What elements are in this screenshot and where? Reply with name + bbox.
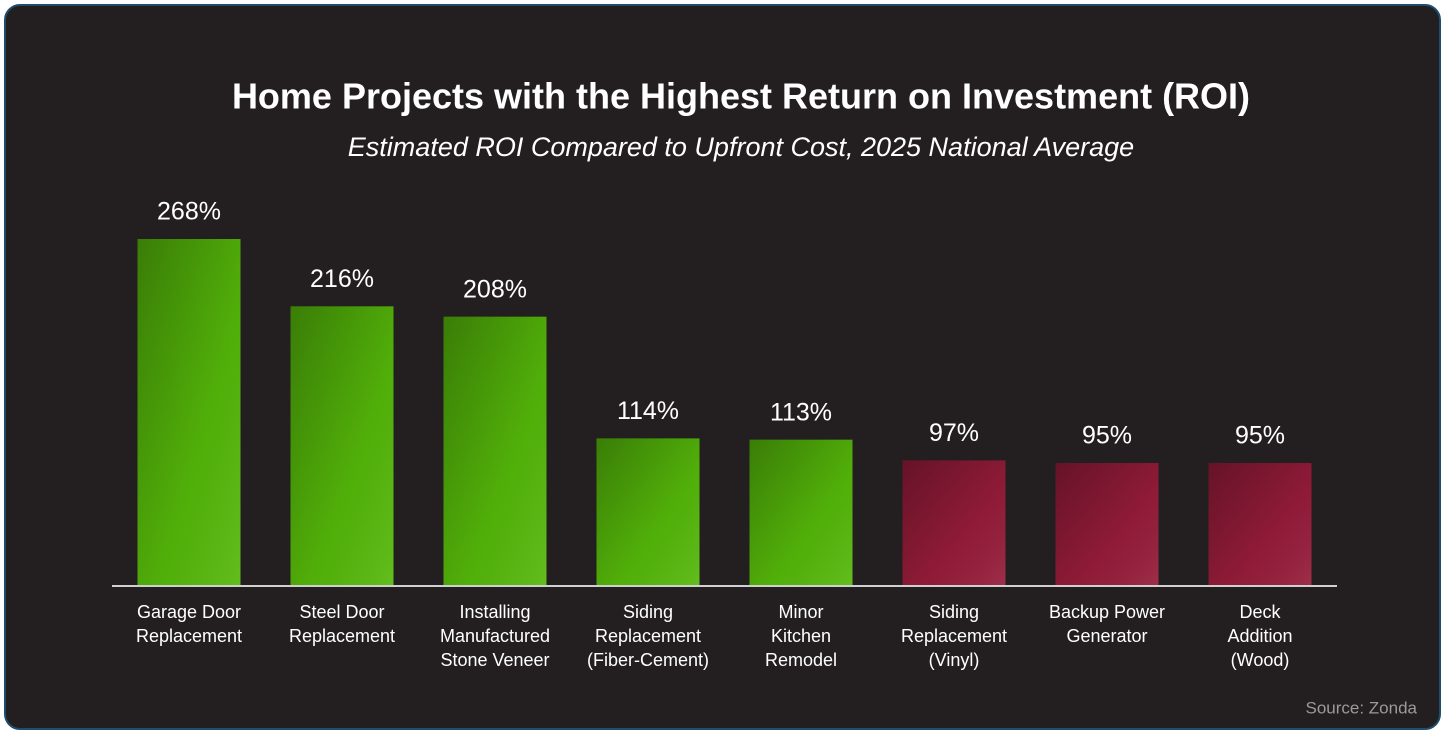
bar — [749, 439, 853, 586]
x-tick-label: Garage Door Replacement — [135, 602, 243, 646]
bar — [902, 460, 1006, 586]
bar — [1208, 462, 1312, 586]
source: Source: Zonda — [1305, 698, 1417, 717]
value-label: 95% — [1082, 422, 1132, 450]
chart-card: Home Projects with the Highest Return on… — [4, 4, 1441, 730]
x-tick-label: Installing Manufactured Stone Veneer — [439, 602, 551, 670]
x-tick-label: Siding Replacement (Vinyl) — [900, 602, 1008, 670]
x-tick-label: Deck Addition (Wood) — [1227, 602, 1293, 670]
value-label: 113% — [770, 398, 832, 426]
chart-subtitle: Estimated ROI Compared to Upfront Cost, … — [348, 132, 1134, 162]
value-label: 95% — [1235, 422, 1285, 450]
value-label: 97% — [929, 419, 979, 447]
value-label: 268% — [157, 198, 221, 226]
value-label: 208% — [463, 275, 527, 303]
bar — [137, 239, 241, 586]
x-tick-label: Siding Replacement (Fiber-Cement) — [586, 602, 710, 670]
bar — [596, 438, 700, 586]
bar — [443, 316, 547, 586]
x-tick-label: Minor Kitchen Remodel — [764, 602, 838, 670]
bar — [290, 306, 394, 586]
value-label: 216% — [310, 265, 374, 293]
bar — [1055, 462, 1159, 586]
x-tick-label: Steel Door Replacement — [288, 602, 396, 646]
chart-title: Home Projects with the Highest Return on… — [232, 76, 1250, 117]
value-label: 114% — [617, 397, 679, 425]
x-tick-label: Backup Power Generator — [1048, 602, 1166, 646]
